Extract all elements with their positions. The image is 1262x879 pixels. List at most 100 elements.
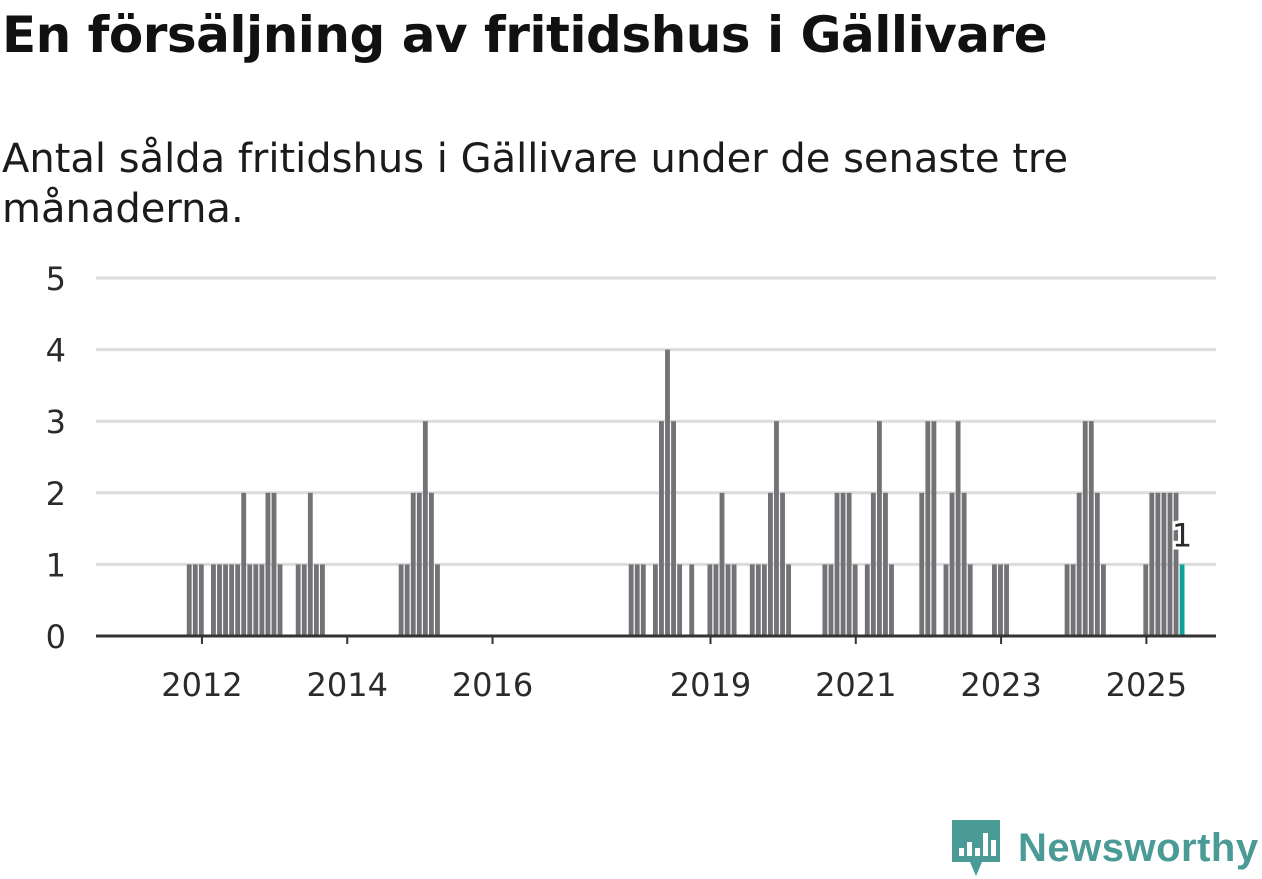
y-tick-label: 3 (46, 403, 66, 441)
highlight-bar (1179, 564, 1185, 636)
bar (1155, 492, 1161, 636)
bar (229, 564, 235, 636)
bar (410, 492, 416, 636)
bar (1076, 492, 1082, 636)
bar (755, 564, 761, 636)
bar (725, 564, 731, 636)
x-tick-label: 2019 (670, 666, 751, 700)
bar (768, 492, 773, 636)
bar (301, 564, 307, 636)
bar (665, 349, 670, 636)
bar (1004, 564, 1009, 636)
bar (834, 492, 840, 636)
x-tick-label: 2021 (815, 666, 896, 700)
bar (822, 564, 828, 636)
x-tick-label: 2025 (1106, 666, 1187, 700)
bar (295, 564, 301, 636)
bar (1149, 492, 1155, 636)
bar (1088, 421, 1094, 636)
bar (961, 492, 967, 636)
data-label: 1 (1172, 516, 1192, 554)
bar (846, 492, 852, 636)
bar (217, 564, 222, 636)
bar (883, 492, 888, 636)
bar (313, 564, 319, 636)
bar (876, 421, 882, 636)
y-tick-label: 0 (46, 618, 66, 656)
bar (307, 492, 313, 636)
y-tick-label: 2 (46, 475, 66, 513)
bar (1143, 564, 1149, 636)
brand-logo: Newsworthy (950, 818, 1259, 878)
bar (404, 564, 410, 636)
x-tick-label: 2016 (452, 666, 533, 700)
bar (671, 421, 676, 636)
bar (992, 564, 997, 636)
bar (840, 492, 846, 636)
x-tick-label: 2014 (307, 666, 388, 700)
x-tick-label: 2023 (960, 666, 1041, 700)
bar (925, 421, 931, 636)
bar (1161, 492, 1167, 636)
bar (707, 564, 713, 636)
bar (186, 564, 192, 636)
bar (416, 492, 422, 636)
bar (780, 492, 785, 636)
bar (864, 564, 870, 636)
bar (889, 564, 894, 636)
bar (198, 564, 204, 636)
bar (640, 564, 646, 636)
bar (211, 564, 216, 636)
y-tick-label: 5 (46, 260, 66, 298)
bar (786, 564, 792, 636)
bar (955, 421, 961, 636)
bar (943, 564, 949, 636)
bar (1094, 492, 1100, 636)
y-tick-label: 4 (46, 332, 66, 370)
bar (949, 492, 955, 636)
bar (241, 492, 247, 636)
bar (1070, 564, 1076, 636)
chart-subtitle: Antal sålda fritidshus i Gällivare under… (2, 136, 1069, 232)
brand-name: Newsworthy (1018, 825, 1259, 870)
bar (634, 564, 640, 636)
bar (731, 564, 737, 636)
bar (828, 564, 834, 636)
bar (998, 564, 1003, 636)
bar (919, 492, 925, 636)
bar (931, 421, 937, 636)
bar (265, 492, 271, 636)
bar (652, 564, 658, 636)
chart-title: En försäljning av fritidshus i Gällivare (2, 6, 1048, 64)
bar (1100, 564, 1106, 636)
newsworthy-logo-icon (952, 820, 1000, 876)
y-tick-label: 1 (46, 546, 66, 584)
bar (774, 421, 779, 636)
bar (1082, 421, 1088, 636)
bar (1167, 492, 1173, 636)
bar (223, 564, 228, 636)
bar (761, 564, 767, 636)
bar (435, 564, 440, 636)
bar (713, 564, 719, 636)
bar (689, 564, 695, 636)
bar (677, 564, 683, 636)
bar (235, 564, 241, 636)
bar (1064, 564, 1070, 636)
bar (320, 564, 325, 636)
bar (247, 564, 253, 636)
x-tick-label: 2012 (161, 666, 242, 700)
bar (259, 564, 265, 636)
bar (398, 564, 404, 636)
bar (277, 564, 283, 636)
bar (192, 564, 198, 636)
bar (422, 421, 428, 636)
bar (749, 564, 755, 636)
bar (719, 492, 725, 636)
bar (852, 564, 858, 636)
bar (271, 492, 277, 636)
bar (967, 564, 973, 636)
bar (428, 492, 434, 636)
bar (1173, 492, 1179, 636)
bar (253, 564, 259, 636)
